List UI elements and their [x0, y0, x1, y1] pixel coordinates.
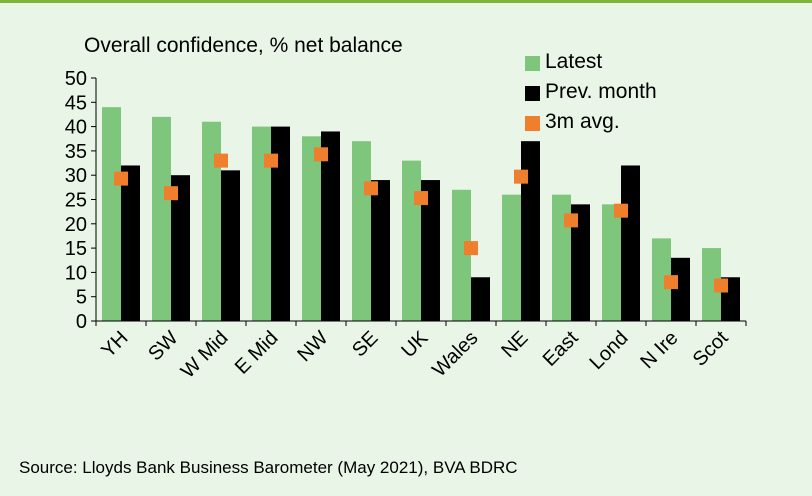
legend-label-3m-avg: 3m avg. [545, 110, 620, 133]
bar-latest [152, 116, 171, 321]
bar-prev-month [521, 141, 540, 321]
x-tick-label: UK [397, 327, 433, 363]
bar-prev-month [171, 175, 190, 321]
legend-label-prev-month: Prev. month [545, 80, 657, 103]
bar-prev-month [121, 165, 140, 321]
x-tick-label: W Mid [177, 327, 233, 383]
x-tick-label: YH [97, 327, 132, 362]
y-tick-label: 5 [76, 287, 87, 309]
bar-latest [202, 121, 221, 322]
bar-prev-month [321, 131, 340, 321]
bar-latest [702, 248, 721, 321]
x-tick-label: NW [293, 327, 332, 366]
y-tick-label: 10 [65, 262, 87, 284]
marker-3m-avg [564, 213, 578, 228]
bar-prev-month [571, 204, 590, 321]
bar-prev-month [621, 165, 640, 321]
y-tick-label: 35 [65, 141, 87, 163]
marker-3m-avg [214, 153, 228, 168]
marker-3m-avg [114, 171, 128, 186]
x-tick-label: Lond [586, 327, 633, 374]
y-tick-label: 20 [65, 214, 87, 236]
bar-latest [352, 141, 371, 321]
bar-latest [252, 126, 271, 321]
marker-3m-avg [614, 203, 628, 218]
top-accent-bar [0, 0, 812, 3]
marker-3m-avg [314, 147, 328, 162]
x-tick-label: SE [348, 327, 382, 361]
y-tick-label: 45 [65, 92, 87, 114]
y-tick-label: 0 [76, 311, 87, 333]
x-tick-label: N Ire [636, 327, 682, 373]
bar-latest [302, 136, 321, 321]
x-tick-label: East [539, 327, 583, 371]
bar-prev-month [471, 277, 490, 321]
marker-3m-avg [414, 191, 428, 206]
marker-3m-avg [264, 153, 278, 168]
y-tick-label: 15 [65, 238, 87, 260]
x-tick-label: Scot [689, 327, 733, 371]
x-tick-label: Wales [428, 327, 482, 381]
bar-prev-month [421, 180, 440, 321]
source-note: Source: Lloyds Bank Business Barometer (… [19, 458, 518, 477]
legend-label-latest: Latest [545, 50, 603, 73]
marker-3m-avg [464, 241, 478, 256]
bar-latest [102, 107, 121, 321]
bar-latest [452, 189, 471, 321]
marker-3m-avg [164, 186, 178, 201]
y-tick-label: 50 [65, 68, 87, 90]
bar-prev-month [371, 180, 390, 321]
y-tick-label: 30 [65, 165, 87, 187]
marker-3m-avg [714, 278, 728, 293]
bar-prev-month [221, 170, 240, 321]
marker-3m-avg [514, 169, 528, 184]
legend-swatch-latest [525, 56, 540, 71]
x-tick-label: SW [144, 327, 182, 365]
bar-prev-month [671, 257, 690, 321]
x-tick-label: NE [497, 327, 532, 362]
bar-latest [402, 160, 421, 321]
y-tick-label: 40 [65, 117, 87, 139]
y-tick-label: 25 [65, 190, 87, 212]
marker-3m-avg [664, 275, 678, 290]
marker-3m-avg [364, 181, 378, 196]
bar-prev-month [271, 126, 290, 321]
bar-latest [652, 238, 671, 321]
chart-title: Overall confidence, % net balance [84, 34, 403, 57]
legend-swatch-3m-avg [525, 116, 540, 131]
x-tick-label: E Mid [231, 327, 283, 379]
bar-latest [602, 204, 621, 321]
bar-latest [502, 194, 521, 321]
legend-swatch-prev-month [525, 86, 540, 101]
